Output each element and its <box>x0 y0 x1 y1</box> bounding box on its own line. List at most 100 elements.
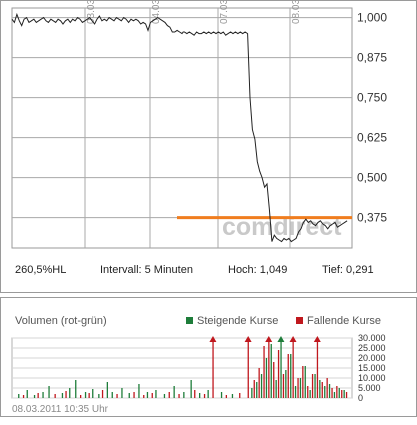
volume-bar <box>292 338 294 398</box>
volume-bar <box>319 380 321 398</box>
volume-bar <box>101 390 104 398</box>
volume-bar <box>341 390 343 398</box>
price-chart: 03.03. 04.03. 07.03. 08.03. 1,000 0,875 0,750… <box>11 0 387 249</box>
volume-bar <box>65 391 67 398</box>
price-line <box>11 12 348 243</box>
volume-bar <box>194 390 196 398</box>
price-chart-panel <box>0 0 417 293</box>
legend-rising-swatch <box>186 317 193 324</box>
legend-falling-label: Fallende Kurse <box>307 315 381 327</box>
volume-bar <box>333 392 336 398</box>
volume-bar <box>143 395 145 398</box>
x-tick-label: 04.03. <box>151 0 162 24</box>
volume-bar <box>61 393 64 398</box>
volume-bar <box>316 338 319 398</box>
overflow-arrow-icon <box>209 336 217 342</box>
volume-bar <box>251 388 253 398</box>
volume-y-tick-label: 5.000 <box>358 383 381 393</box>
x-tick-label: 07.03. <box>219 0 230 24</box>
volume-bar <box>151 393 153 398</box>
volume-bar <box>207 390 209 398</box>
volume-bar <box>106 382 108 398</box>
volume-bar <box>48 386 50 398</box>
volume-y-tick-label: 15.000 <box>358 363 386 373</box>
volume-bar <box>324 386 326 398</box>
volume-bar <box>299 378 302 398</box>
volume-bar <box>343 390 345 398</box>
volume-bar <box>280 338 282 398</box>
volume-bar <box>225 395 227 398</box>
volume-bar <box>287 354 289 398</box>
volume-bar <box>302 366 304 398</box>
volume-bar <box>220 392 223 398</box>
volume-bar <box>247 338 249 398</box>
volume-bar <box>98 394 100 398</box>
volume-bar <box>133 392 135 398</box>
volume-bar <box>69 388 71 398</box>
volume-bar <box>178 394 180 398</box>
plot-area-frame <box>11 7 353 249</box>
volume-bar <box>128 393 130 398</box>
volume-bar <box>42 392 44 398</box>
volume-y-tick-label: 30.000 <box>358 333 386 343</box>
stat-high: Hoch: 1,049 <box>228 264 288 276</box>
volume-bar <box>183 392 185 398</box>
stat-interval: Intervall: 5 Minuten <box>100 264 193 276</box>
volume-bar <box>338 388 340 398</box>
volume-bar <box>265 358 268 398</box>
volume-bar <box>256 382 258 398</box>
volume-bar <box>121 388 123 398</box>
volume-bar <box>155 390 157 398</box>
volume-bar <box>307 386 309 398</box>
volume-bar <box>26 390 28 398</box>
volume-bar <box>203 394 206 398</box>
volume-y-tick-label: 25.000 <box>358 343 386 353</box>
legend-rising: Steigende Kurse <box>186 315 278 327</box>
volume-bar <box>275 380 277 398</box>
volume-bar <box>311 374 314 398</box>
volume-bar <box>304 366 306 398</box>
volume-bar <box>163 394 166 398</box>
volume-bar <box>258 368 260 398</box>
volume-bar <box>173 386 175 398</box>
legend-rising-label: Steigende Kurse <box>197 315 279 327</box>
volume-bar <box>231 394 234 398</box>
stat-hl: 260,5%HL <box>15 264 67 276</box>
volume-y-tick-label: 0 <box>358 393 363 403</box>
volume-bar <box>270 344 272 398</box>
volume-bar <box>273 362 275 398</box>
volume-bar <box>336 386 338 398</box>
volume-bar <box>260 374 263 398</box>
volume-bar <box>116 394 118 398</box>
volume-bar <box>290 354 292 398</box>
overflow-arrow-icon <box>265 336 273 342</box>
volume-bar <box>190 380 192 398</box>
volume-bar <box>277 350 280 398</box>
volume-bar <box>37 393 39 398</box>
legend-falling-swatch <box>296 317 303 324</box>
volume-bar <box>326 378 328 398</box>
stat-low: Tief: 0,291 <box>322 264 374 276</box>
volume-y-tick-label: 10.000 <box>358 373 386 383</box>
y-tick-label: 0,625 <box>357 131 387 145</box>
y-tick-label: 0,500 <box>357 171 387 185</box>
volume-bar <box>111 392 113 398</box>
volume-y-tick-label: 20.000 <box>358 353 386 363</box>
volume-bar <box>253 380 255 398</box>
volume-bar <box>22 395 25 398</box>
volume-bar <box>282 374 285 398</box>
volume-bar <box>18 394 20 398</box>
volume-bar <box>168 392 170 398</box>
volume-bar <box>239 393 241 398</box>
volume-bar <box>345 392 348 398</box>
x-tick-label: 03.03. <box>86 0 97 24</box>
volume-bar <box>268 338 270 398</box>
volume-bar <box>33 395 36 398</box>
volume-bar <box>297 378 299 398</box>
y-tick-label: 0,750 <box>357 91 387 105</box>
volume-bar <box>92 389 94 398</box>
overflow-arrow-icon <box>277 336 285 342</box>
overflow-arrow-icon <box>313 336 321 342</box>
volume-bar <box>309 390 311 398</box>
volume-bar <box>212 338 214 398</box>
